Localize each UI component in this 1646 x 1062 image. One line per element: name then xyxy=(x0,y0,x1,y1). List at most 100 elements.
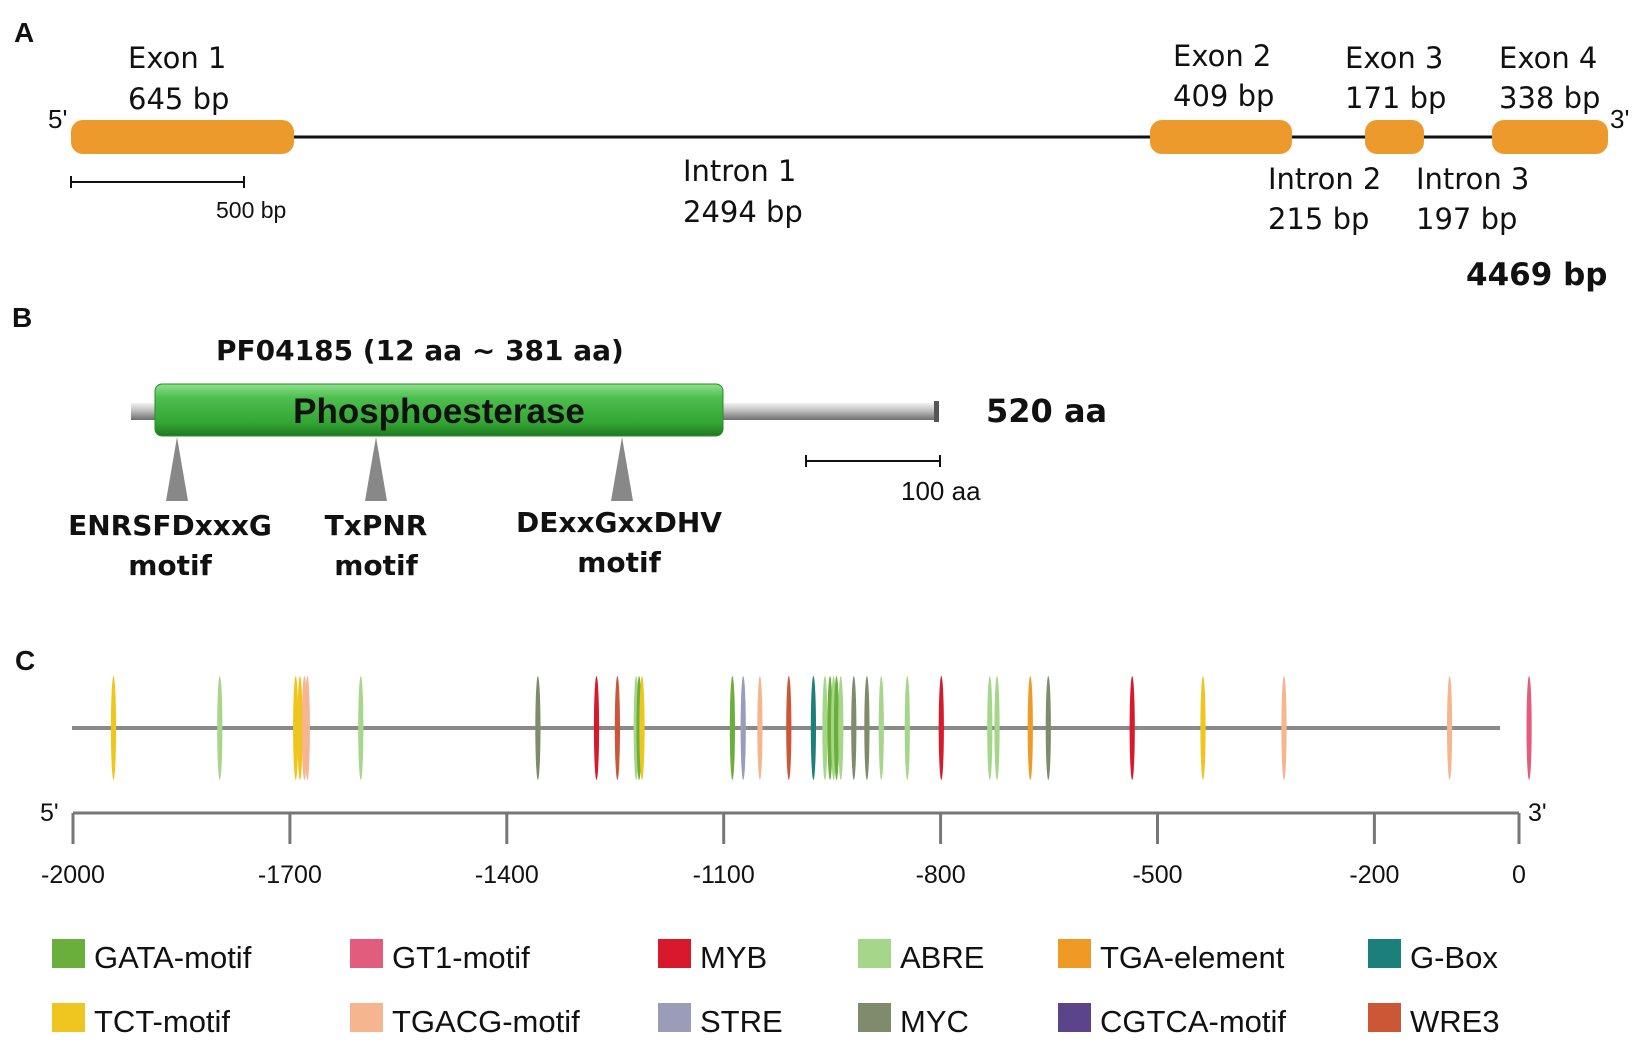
intron-3-name: Intron 3 xyxy=(1416,162,1529,196)
cis-element-mark-9 xyxy=(614,676,621,780)
cis-element-mark-2 xyxy=(293,676,299,780)
cis-element-mark-3 xyxy=(297,676,303,780)
legend-label: TCT-motif xyxy=(94,1004,230,1039)
cis-element-mark-6 xyxy=(358,676,364,780)
gene-total-length: 4469 bp xyxy=(1466,257,1607,293)
exon-1-name: Exon 1 xyxy=(128,41,226,75)
axis-tick-label-7: 0 xyxy=(1512,861,1526,889)
promoter-3-prime-label: 3' xyxy=(1528,799,1547,827)
intron-2-name: Intron 2 xyxy=(1268,162,1381,196)
panel-c-letter: C xyxy=(15,645,35,676)
position-axis-ticks xyxy=(71,813,1521,844)
cis-element-mark-34 xyxy=(1281,676,1287,780)
gene-scale-bar xyxy=(70,176,245,188)
exon-3-name: Exon 3 xyxy=(1345,41,1443,75)
legend-label: G-Box xyxy=(1410,940,1498,975)
legend-entry-myb: MYB xyxy=(658,939,767,975)
cis-element-mark-13 xyxy=(729,676,736,780)
axis-tick-label-0: -2000 xyxy=(41,861,105,889)
cis-element-mark-7 xyxy=(535,676,541,780)
domain-id-label: PF04185 (12 aa ~ 381 aa) xyxy=(216,334,624,367)
protein-scale-label: 100 aa xyxy=(901,476,981,506)
legend-swatch xyxy=(658,1003,691,1032)
cis-element-legend: GATA-motif GT1-motif MYB ABRE TGA-element G-B… xyxy=(52,939,1500,1039)
cis-element-mark-0 xyxy=(110,676,117,780)
motif-1-arrow xyxy=(166,437,188,501)
intron-2-size: 215 bp xyxy=(1268,202,1369,236)
axis-tick-label-4: -800 xyxy=(916,861,966,889)
intron-1-name: Intron 1 xyxy=(683,154,796,188)
cis-element-mark-16 xyxy=(786,676,792,780)
legend-entry-wre3: WRE3 xyxy=(1368,1003,1500,1039)
legend-entry-myc: MYC xyxy=(858,1003,969,1039)
cis-element-mark-35 xyxy=(1447,676,1453,780)
legend-entry-stre: STRE xyxy=(658,1003,783,1039)
cis-element-mark-22 xyxy=(838,676,844,780)
axis-tick-label-2: -1400 xyxy=(475,861,539,889)
axis-tick-label-3: -1100 xyxy=(693,861,755,889)
cis-element-mark-29 xyxy=(994,676,1000,780)
legend-swatch xyxy=(858,1003,891,1032)
legend-entry-abre: ABRE xyxy=(858,939,984,975)
intron-3-size: 197 bp xyxy=(1416,202,1517,236)
protein-scale-bar xyxy=(805,455,941,467)
motif-2-arrow xyxy=(365,437,387,501)
position-axis-labels: -2000 -1700 -1400 -1100 -800 -500 -200 0 xyxy=(41,861,1526,889)
legend-swatch xyxy=(658,939,691,968)
legend-swatch xyxy=(350,1003,383,1032)
panel-a: A 5' 3' Exon 1 645 bp Exon 2 409 bp Exon… xyxy=(14,17,1629,293)
promoter-5-prime-label: 5' xyxy=(40,799,59,827)
legend-entry-g-box: G-Box xyxy=(1368,939,1498,975)
cis-element-mark-8 xyxy=(593,676,600,780)
cis-element-mark-25 xyxy=(878,676,884,780)
exon-1-size: 645 bp xyxy=(128,82,229,116)
cis-element-mark-33 xyxy=(1200,676,1206,780)
legend-label: TGACG-motif xyxy=(392,1004,580,1039)
exon-2-size: 409 bp xyxy=(1173,79,1274,113)
cis-element-mark-31 xyxy=(1045,676,1051,780)
cis-element-mark-32 xyxy=(1129,676,1135,780)
cis-element-mark-27 xyxy=(938,676,944,780)
gene-5-prime-label: 5' xyxy=(48,104,67,134)
cis-element-mark-28 xyxy=(987,676,993,780)
panel-b: B PF04185 (12 aa ~ 381 aa) Phosphoestera… xyxy=(12,302,1107,582)
cis-element-mark-18 xyxy=(822,676,828,780)
exon-1-box xyxy=(71,120,294,154)
legend-label: GT1-motif xyxy=(392,940,530,975)
legend-entry-gata-motif: GATA-motif xyxy=(52,939,252,975)
cis-element-mark-17 xyxy=(810,676,817,780)
panel-c: C -2000 -1700 -1400 -1100 -800 -500 -200 0 5' 3… xyxy=(15,645,1547,1039)
axis-tick-label-1: -1700 xyxy=(258,861,322,889)
cis-element-mark-24 xyxy=(864,676,870,780)
cis-element-mark-26 xyxy=(904,676,910,780)
legend-swatch xyxy=(1368,1003,1401,1032)
legend-swatch xyxy=(52,1003,85,1032)
legend-entry-tct-motif: TCT-motif xyxy=(52,1003,230,1039)
legend-label: GATA-motif xyxy=(94,940,252,975)
legend-swatch xyxy=(1058,1003,1091,1032)
axis-tick-label-5: -500 xyxy=(1132,861,1182,889)
motif-1-suffix: motif xyxy=(128,549,212,582)
cis-element-mark-12 xyxy=(639,676,645,780)
legend-label: MYC xyxy=(900,1004,969,1039)
legend-label: CGTCA-motif xyxy=(1100,1004,1286,1039)
gene-scale-label: 500 bp xyxy=(216,197,286,223)
motif-1-label: ENRSFDxxxG xyxy=(68,509,272,542)
motif-2-label: TxPNR xyxy=(325,509,428,542)
panel-b-letter: B xyxy=(12,302,32,333)
legend-entry-gt1-motif: GT1-motif xyxy=(350,939,530,975)
cis-element-mark-14 xyxy=(740,676,746,780)
cis-element-mark-15 xyxy=(757,676,763,780)
exon-2-box xyxy=(1150,120,1292,154)
exon-4-name: Exon 4 xyxy=(1499,41,1597,75)
cis-element-mark-36 xyxy=(1526,676,1532,780)
cis-element-mark-23 xyxy=(851,676,857,780)
legend-label: WRE3 xyxy=(1410,1004,1500,1039)
legend-swatch xyxy=(350,939,383,968)
legend-label: ABRE xyxy=(900,940,984,975)
protein-length-label: 520 aa xyxy=(986,392,1107,430)
motif-2-suffix: motif xyxy=(334,549,418,582)
exon-4-size: 338 bp xyxy=(1499,81,1600,115)
legend-swatch xyxy=(858,939,891,968)
